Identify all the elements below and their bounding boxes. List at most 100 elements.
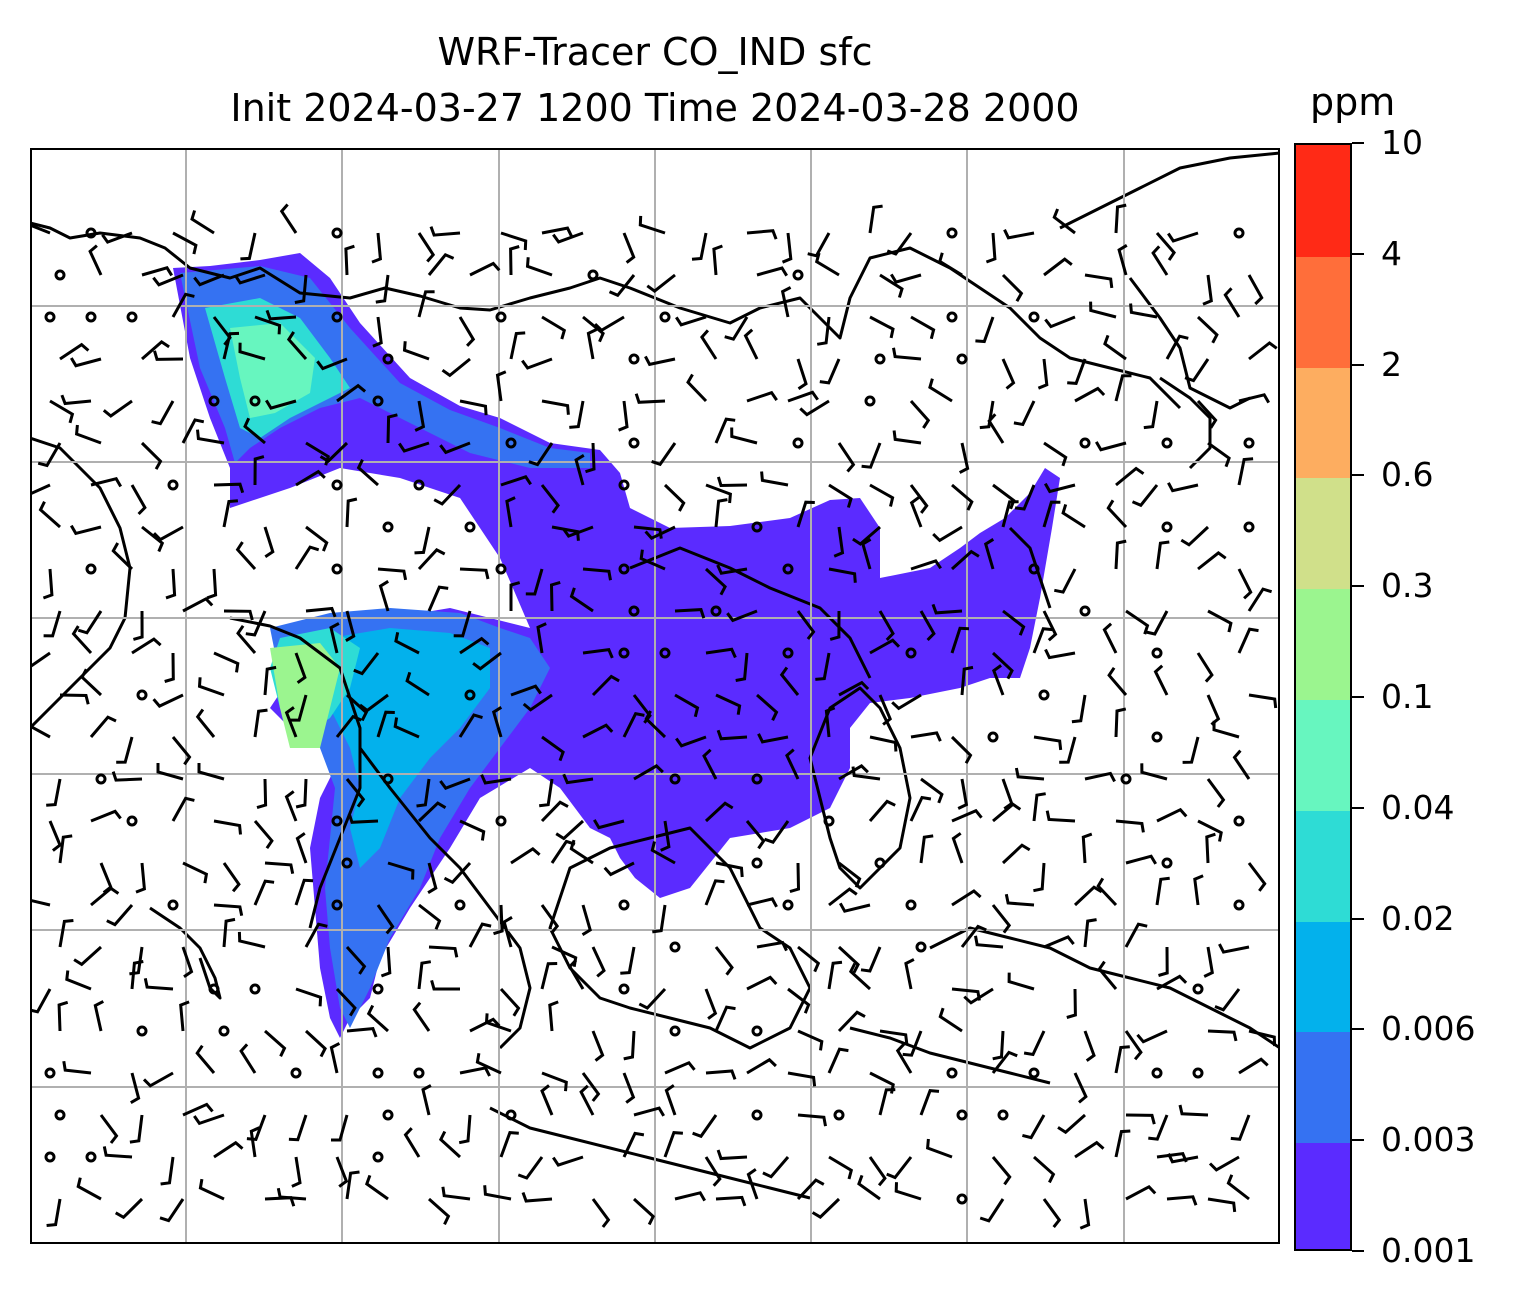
calm-wind-marker <box>1028 563 1040 575</box>
map-title-line1: WRF-Tracer CO_IND sfc <box>437 30 873 74</box>
wind-barb <box>1115 466 1145 487</box>
wind-barb <box>417 801 447 823</box>
wind-barb <box>787 987 811 1014</box>
wind-barb <box>295 778 308 809</box>
colorbar-tick <box>1352 696 1364 698</box>
wind-barb <box>904 958 915 990</box>
wind-barb <box>116 736 134 764</box>
wind-barb <box>869 735 898 752</box>
calm-wind-marker <box>505 1109 517 1121</box>
wind-barb <box>746 975 778 991</box>
wind-barb <box>417 960 432 990</box>
wind-barb <box>868 204 883 234</box>
wind-barb <box>886 232 913 256</box>
wind-barb <box>1207 1029 1238 1042</box>
wind-barb <box>1014 767 1045 781</box>
wind-barb <box>716 564 748 575</box>
colorbar-segment <box>1296 809 1350 922</box>
wind-barb <box>156 763 184 781</box>
wind-barb <box>417 548 446 571</box>
tracer-concentration-field <box>173 253 1060 1038</box>
wind-barb <box>579 1084 595 1116</box>
wind-barb <box>1002 609 1026 636</box>
wind-barb <box>1052 208 1076 235</box>
wind-barb <box>540 484 560 514</box>
wind-barb <box>459 1066 491 1077</box>
wind-barb <box>652 904 667 934</box>
wind-barb <box>135 862 146 894</box>
wind-barb <box>1125 854 1157 865</box>
wind-barb <box>950 735 973 764</box>
wind-barb <box>38 501 61 529</box>
wind-barb <box>1117 244 1128 276</box>
wind-barb <box>517 1156 544 1180</box>
wind-barb <box>472 651 502 671</box>
wind-barb <box>521 357 553 370</box>
calm-wind-marker <box>1151 1067 1163 1079</box>
calm-wind-marker <box>1161 521 1173 533</box>
wind-barb <box>525 257 553 277</box>
wind-barb <box>111 771 143 782</box>
wind-barb <box>1226 1174 1250 1201</box>
wind-barb <box>837 442 856 473</box>
wind-barb <box>705 647 737 659</box>
wind-barb <box>305 525 329 552</box>
calm-wind-marker <box>413 479 425 491</box>
wind-barb <box>541 226 573 237</box>
calm-wind-marker <box>464 689 476 701</box>
calm-wind-marker <box>659 647 671 659</box>
map-title-line2: Init 2024-03-27 1200 Time 2024-03-28 200… <box>230 86 1080 130</box>
wind-barb <box>1153 664 1169 696</box>
colorbar-tick <box>1352 585 1364 588</box>
calm-wind-marker <box>85 227 97 239</box>
wind-barb <box>453 610 472 638</box>
wind-barb <box>796 358 808 390</box>
calm-wind-marker <box>85 563 97 575</box>
wind-barb <box>295 469 326 487</box>
wind-barb <box>133 610 144 641</box>
wind-barb <box>582 315 605 343</box>
wind-barb <box>1083 918 1097 948</box>
wind-barb <box>878 610 895 641</box>
wind-barb <box>142 1071 174 1088</box>
wind-barb <box>417 290 435 318</box>
wind-barb <box>646 273 676 293</box>
wind-barb <box>1207 609 1233 633</box>
wind-barb <box>1237 568 1253 600</box>
wind-barb <box>253 708 268 738</box>
wind-barb <box>1232 749 1251 780</box>
wind-barb <box>102 1146 133 1159</box>
wind-barb <box>403 1127 421 1158</box>
wind-barb <box>819 358 841 385</box>
wind-barb <box>402 341 430 361</box>
calm-wind-marker <box>833 1109 845 1121</box>
wind-barb <box>1178 1104 1209 1117</box>
wind-barb <box>879 1029 909 1044</box>
wind-barb <box>1079 1198 1091 1230</box>
colorbar-tick <box>1352 1250 1364 1252</box>
calm-wind-marker <box>413 1067 425 1079</box>
wind-barb <box>141 266 173 277</box>
wind-barb <box>412 1001 431 1032</box>
calm-wind-marker <box>249 983 261 995</box>
wind-barb <box>197 677 225 697</box>
calm-wind-marker <box>669 1025 681 1037</box>
wind-barb <box>838 902 871 913</box>
colorbar-tick-label: 0.3 <box>1381 566 1434 606</box>
wind-barb <box>213 482 245 494</box>
map-gridlines <box>30 148 1280 1244</box>
wind-barb <box>756 693 779 721</box>
calm-wind-marker <box>792 437 804 449</box>
colorbar-segment <box>1296 1142 1350 1249</box>
wind-barb <box>335 1156 349 1188</box>
wind-barb <box>414 400 426 432</box>
calm-wind-marker <box>751 1025 763 1037</box>
wind-barb <box>427 252 455 276</box>
wind-barb <box>539 778 554 808</box>
wind-barb <box>164 652 175 683</box>
wind-barb <box>152 273 184 287</box>
wind-barb <box>746 390 778 403</box>
wind-barb <box>979 400 995 430</box>
wind-barb <box>130 484 147 516</box>
wind-barb <box>851 766 881 781</box>
